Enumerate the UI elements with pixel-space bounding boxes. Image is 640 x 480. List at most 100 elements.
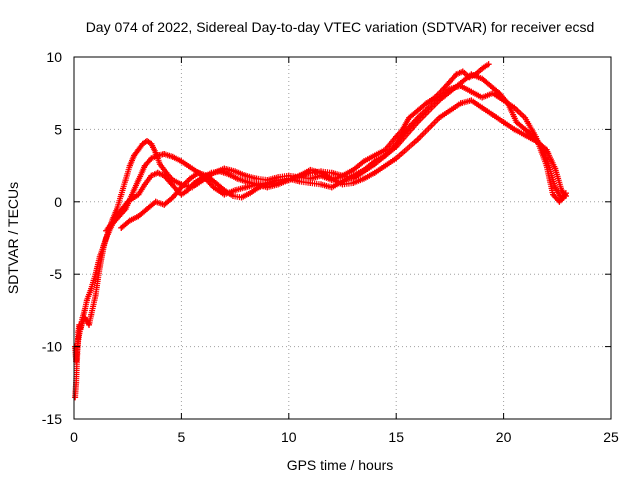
data-point [247,190,254,197]
y-tick-label: 0 [54,194,62,210]
data-point [500,119,507,126]
data-point [513,119,520,126]
x-axis-title: GPS time / hours [287,457,394,473]
data-point [113,213,120,220]
data-point [255,184,262,191]
chart-title: Day 074 of 2022, Sidereal Day-to-day VTE… [86,19,595,35]
data-point [285,177,292,184]
plot-frame [73,56,612,420]
data-point [457,80,464,87]
data-point [552,165,559,172]
data-point [195,169,202,176]
data-point [88,285,95,292]
y-tick-label: -10 [42,339,62,355]
data-point [232,168,239,175]
data-point [371,169,378,176]
y-tick-label: -15 [42,411,62,427]
data-point [264,181,271,188]
data-point [210,184,217,191]
data-point [154,152,161,159]
data-point [234,175,241,182]
data-point [229,193,236,200]
data-point [296,178,303,185]
grid-lines [74,57,611,419]
data-point [446,88,453,95]
data-point [135,177,142,184]
data-point [141,162,148,169]
data-point [504,100,511,107]
data-point [414,119,421,126]
axis-ticks: 0 5 10 15 20 25 -15 -10 -5 0 5 10 [42,49,619,445]
data-point [360,158,367,165]
data-point [360,175,367,182]
data-point [92,292,99,299]
data-point [103,235,110,241]
data-point [479,75,486,82]
data-point [446,78,453,85]
data-point [118,191,125,198]
data-point [479,94,486,101]
data-point [126,162,133,169]
data-point [161,151,168,158]
data-point [318,181,325,188]
data-point [558,195,565,202]
data-point [148,172,155,179]
data-point [496,90,503,97]
data-point [88,311,95,318]
data-point [522,132,529,139]
data-point [191,179,198,186]
data-point [350,179,357,186]
data-point [141,181,148,188]
data-point [77,324,84,331]
data-point [144,206,151,213]
data-point [126,217,133,224]
data-point [135,146,142,153]
data-point [184,187,191,194]
data-point [468,88,475,95]
data-point [83,317,90,324]
y-tick-label: 5 [54,121,62,137]
data-point [156,161,163,168]
data-point [253,175,260,182]
data-point [242,178,249,185]
y-tick-label: 10 [46,49,62,65]
x-tick-label: 20 [496,429,512,445]
data-point [457,100,464,107]
data-point [453,71,460,78]
data-point [131,152,138,159]
data-point [79,314,86,321]
data-point [545,162,552,169]
data-point [169,194,176,201]
data-point [169,153,176,160]
data-point [328,184,335,191]
data-point [144,137,151,144]
x-tick-label: 0 [70,429,78,445]
data-point [339,172,346,179]
data-point [532,137,539,144]
data-point [371,152,378,159]
data-point [436,114,443,121]
data-point [382,146,389,153]
data-point [139,140,146,147]
data-point [511,126,518,133]
data-point [135,213,142,220]
data-point [485,61,492,68]
data-point [562,193,569,200]
data-point [167,179,174,186]
data-point [275,179,282,186]
data-point [414,107,421,114]
data-point [86,321,93,328]
data-point [459,68,466,75]
data-point [83,297,90,304]
data-point [204,172,211,179]
data-point [221,187,228,194]
data-point [154,169,161,176]
data-point [479,65,486,72]
data-point [81,307,88,314]
data-point [371,161,378,168]
data-point [118,224,125,231]
data-point [468,71,475,78]
data-point [393,143,400,150]
data-point [307,179,314,186]
y-tick-label: -5 [50,266,63,282]
